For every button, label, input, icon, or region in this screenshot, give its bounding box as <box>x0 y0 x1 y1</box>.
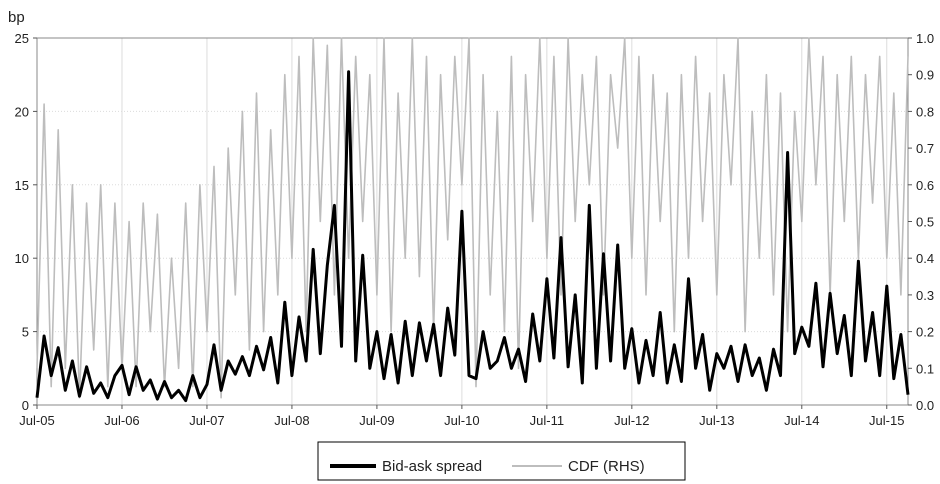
x-tick-label: Jul-09 <box>359 413 394 428</box>
series-line-bid-ask-spread <box>35 70 910 403</box>
legend-label-bid-ask-spread: Bid-ask spread <box>382 458 482 475</box>
legend-label-cdf: CDF (RHS) <box>568 458 645 475</box>
y-left-tick-label: 0 <box>22 398 29 413</box>
x-tick-label: Jul-06 <box>104 413 139 428</box>
legend-box <box>317 441 686 481</box>
x-tick-label: Jul-05 <box>19 413 54 428</box>
series-layer <box>35 37 910 403</box>
x-tick-label: Jul-13 <box>699 413 734 428</box>
y-left-tick-label: 5 <box>22 325 29 340</box>
y-right-tick-label: 0.8 <box>916 104 934 119</box>
y-right-tick-label: 0.9 <box>916 68 934 83</box>
y-right-tick-label: 0.7 <box>916 141 934 156</box>
x-tick-label: Jul-10 <box>444 413 479 428</box>
x-tick-label: Jul-14 <box>784 413 819 428</box>
legend: Bid-ask spread CDF (RHS) <box>317 441 686 481</box>
y-right-tick-label: 0.4 <box>916 251 934 266</box>
y-right-tick-label: 1.0 <box>916 31 934 46</box>
axis-layer: Jul-05 Jul-06 Jul-07 Jul-08 Jul-09 Jul-10 Jul-… <box>15 31 935 428</box>
y-right-tick-label: 0.5 <box>916 215 934 230</box>
y-left-tick-label: 20 <box>15 104 29 119</box>
x-tick-label: Jul-11 <box>530 413 564 428</box>
y-left-tick-label: 15 <box>15 178 29 193</box>
x-tick-label: Jul-12 <box>614 413 649 428</box>
x-tick-label: Jul-08 <box>274 413 309 428</box>
series-line-cdf <box>36 37 909 399</box>
left-axis-label: bp <box>8 9 25 26</box>
x-tick-label: Jul-15 <box>869 413 904 428</box>
y-right-tick-label: 0.1 <box>916 361 934 376</box>
x-tick-label: Jul-07 <box>189 413 224 428</box>
y-left-tick-label: 10 <box>15 251 29 266</box>
y-right-tick-label: 0.6 <box>916 178 934 193</box>
y-right-tick-label: 0.3 <box>916 288 934 303</box>
y-right-tick-label: 0.0 <box>916 398 934 413</box>
y-left-tick-label: 25 <box>15 31 29 46</box>
y-right-tick-label: 0.2 <box>916 325 934 340</box>
